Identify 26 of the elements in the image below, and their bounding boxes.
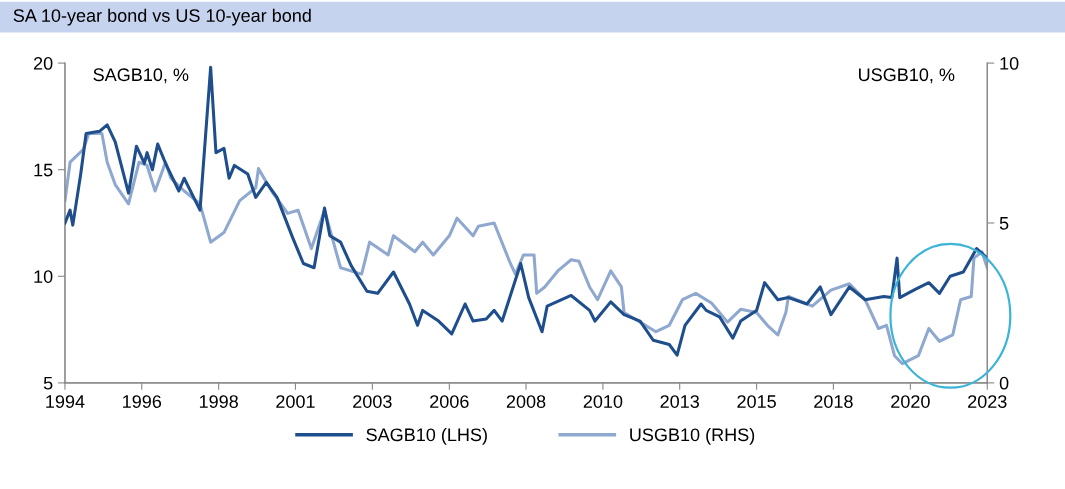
x-tick-label: 2001	[276, 395, 315, 408]
x-tick-label: 1994	[46, 395, 85, 408]
line-series	[64, 65, 988, 357]
x-tick-label: 2010	[583, 395, 623, 408]
y-axis-title: SAGB10, %	[93, 68, 189, 84]
y2-axis-title: USGB10, %	[859, 68, 955, 84]
x-tick-label: 2018	[814, 395, 853, 408]
x-tick-label: 2013	[660, 395, 699, 408]
x-tick-label: 1996	[123, 395, 162, 408]
legend-label: USGB10 (RHS)	[630, 427, 755, 445]
x-tick-label: 2003	[353, 395, 392, 408]
y2-tick-label: 10	[1000, 57, 1019, 70]
x-tick-label: 2008	[506, 395, 546, 408]
y-tick-label: 5	[43, 377, 53, 390]
x-tick-label: 2020	[891, 395, 930, 408]
y2-tick-label: 5	[999, 217, 1009, 230]
y-tick-label: 10	[34, 270, 53, 284]
legend-label: SAGB10 (LHS)	[366, 427, 487, 445]
y-tick-label: 15	[34, 163, 53, 177]
y2-tick-label: 0	[999, 376, 1009, 390]
x-tick-label: 2015	[737, 395, 776, 408]
x-tick-label: 1998	[199, 395, 238, 408]
y-tick-label: 20	[33, 57, 53, 70]
chart-title: SA 10-year bond vs US 10-year bond	[13, 8, 311, 26]
x-tick-label: 2023	[968, 395, 1007, 408]
x-tick-label: 2006	[430, 395, 469, 408]
